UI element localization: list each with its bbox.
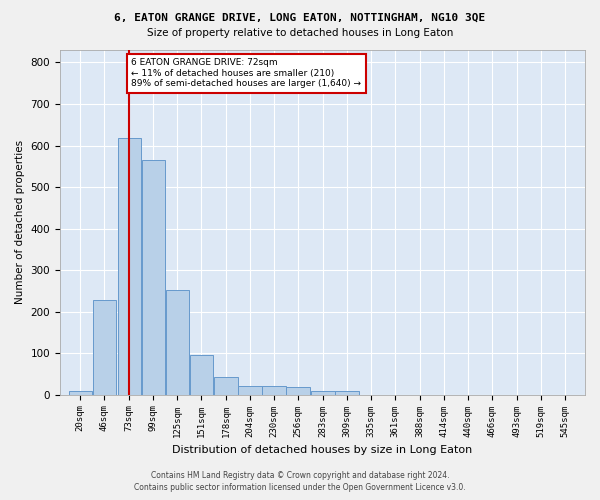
Bar <box>311 392 335 394</box>
Bar <box>190 355 213 395</box>
Text: 6, EATON GRANGE DRIVE, LONG EATON, NOTTINGHAM, NG10 3QE: 6, EATON GRANGE DRIVE, LONG EATON, NOTTI… <box>115 12 485 22</box>
Bar <box>118 138 141 394</box>
Bar <box>335 392 359 394</box>
Bar <box>262 386 286 394</box>
X-axis label: Distribution of detached houses by size in Long Eaton: Distribution of detached houses by size … <box>172 445 473 455</box>
Bar <box>214 377 238 394</box>
Bar <box>286 387 310 394</box>
Text: Size of property relative to detached houses in Long Eaton: Size of property relative to detached ho… <box>147 28 453 38</box>
Y-axis label: Number of detached properties: Number of detached properties <box>15 140 25 304</box>
Bar <box>92 300 116 394</box>
Text: 6 EATON GRANGE DRIVE: 72sqm
← 11% of detached houses are smaller (210)
89% of se: 6 EATON GRANGE DRIVE: 72sqm ← 11% of det… <box>131 58 361 88</box>
Bar <box>68 390 92 394</box>
Text: Contains HM Land Registry data © Crown copyright and database right 2024.
Contai: Contains HM Land Registry data © Crown c… <box>134 471 466 492</box>
Bar <box>142 160 165 394</box>
Bar <box>166 290 189 395</box>
Bar <box>238 386 262 394</box>
